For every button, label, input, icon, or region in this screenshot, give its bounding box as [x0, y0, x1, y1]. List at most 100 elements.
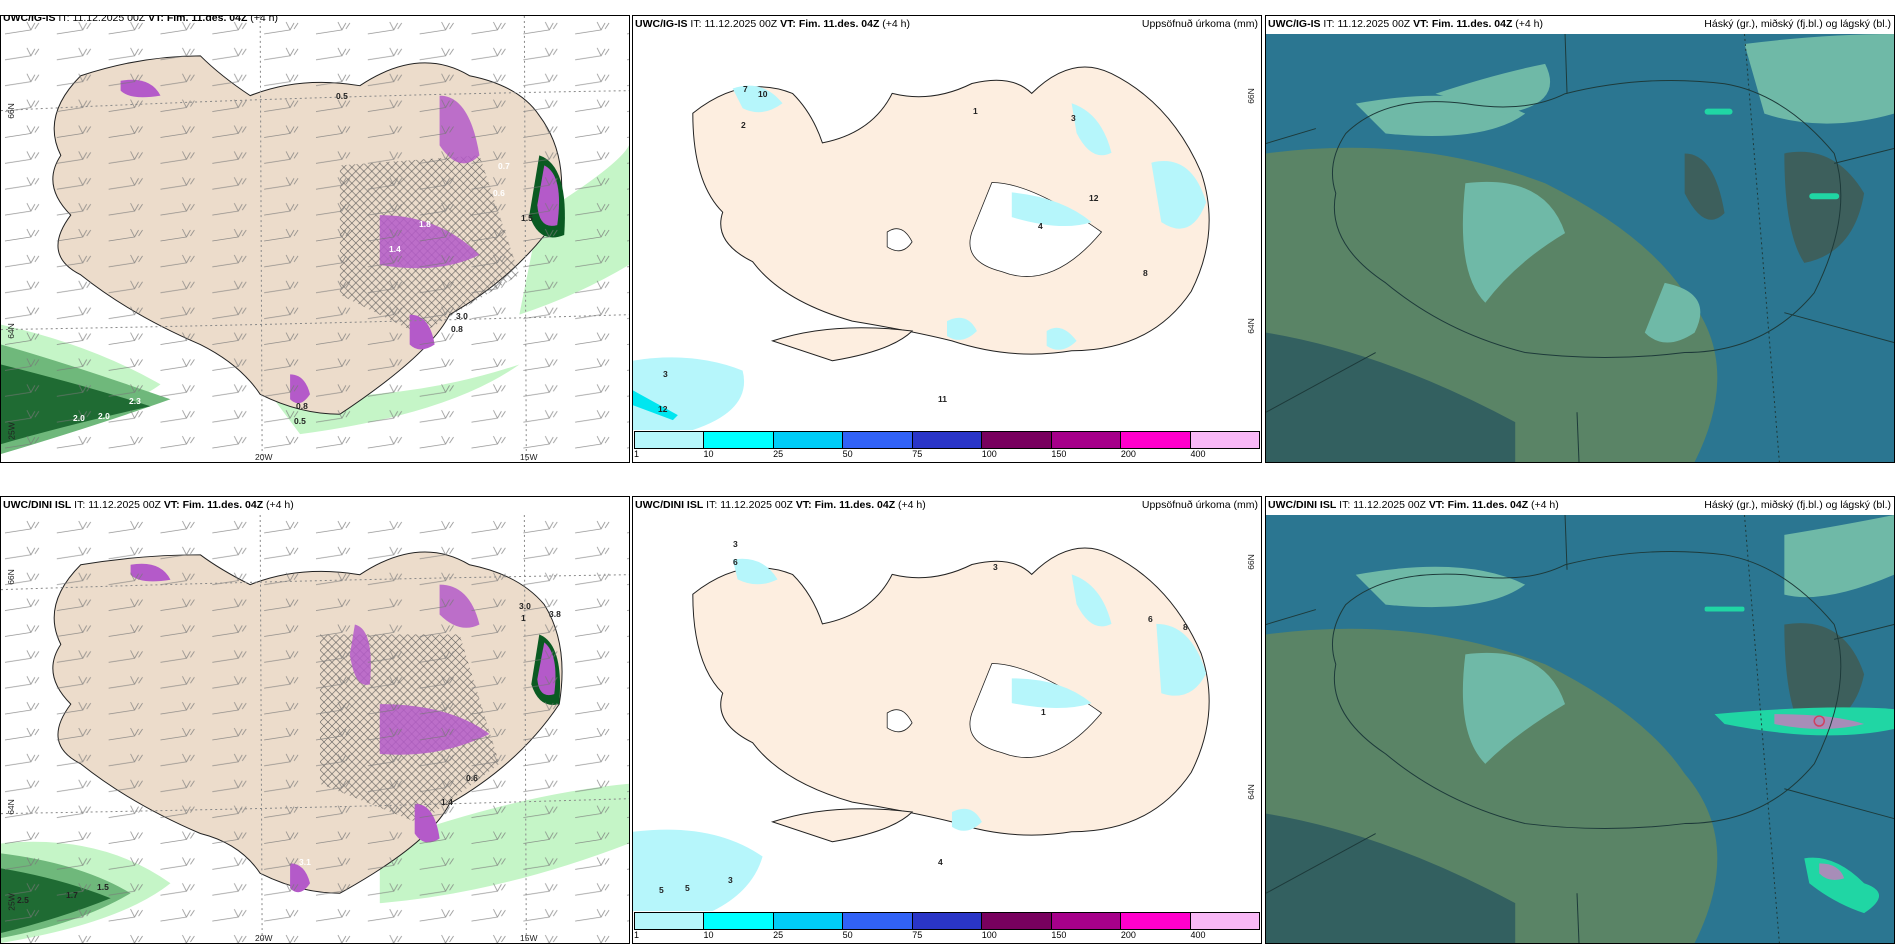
map-canvas[interactable] — [1, 515, 629, 943]
it-value: 11.12.2025 00Z — [704, 18, 778, 30]
it-label: IT: — [74, 499, 86, 511]
legend-tick-label: 25 — [773, 449, 784, 459]
precip-legend: 1 10 25 50 75 100 150 200 400 — [634, 912, 1260, 942]
lat-label-64n: 64N — [5, 323, 16, 339]
vt-label: VT: — [1428, 499, 1445, 511]
vt-value: Fim. 11.des. 04Z — [1447, 499, 1529, 511]
model-name: UWC/DINI ISL — [1268, 499, 1337, 511]
legend-labels: 1 10 25 50 75 100 150 200 400 — [634, 930, 1260, 942]
precip-value: 7 — [743, 84, 748, 94]
map-canvas[interactable] — [633, 34, 1261, 430]
legend-colorbar — [634, 912, 1260, 930]
model-name: UWC/IG-IS — [1268, 18, 1321, 30]
lat-label-25w: 25W — [6, 893, 17, 911]
contour-value: 0.7 — [498, 161, 510, 171]
vt-label: VT: — [163, 499, 180, 511]
model-name: UWC/IG-IS — [635, 18, 688, 30]
lead-time: (+4 h) — [250, 15, 279, 24]
it-label: IT: — [706, 499, 718, 511]
cloud-map — [1266, 515, 1894, 943]
it-value: 11.12.2025 00Z — [1353, 499, 1426, 511]
legend-tick-label: 150 — [1051, 930, 1067, 940]
lead-time: (+4 h) — [266, 499, 294, 511]
it-value: 11.12.2025 00Z — [1337, 18, 1411, 30]
legend-tick-label: 10 — [703, 449, 714, 459]
panel-title: UWC/DINI ISL IT: 11.12.2025 00Z VT: Fim.… — [635, 499, 926, 511]
legend-tick-label: 75 — [912, 449, 923, 459]
map-canvas[interactable] — [633, 515, 1261, 911]
vt-label: VT: — [1413, 18, 1429, 30]
legend-swatch — [704, 913, 774, 929]
precip-value: 2 — [741, 120, 746, 130]
contour-value: 0.6 — [493, 188, 505, 198]
vt-label: VT: — [780, 18, 796, 30]
model-name: UWC/IG-IS — [3, 15, 56, 24]
contour-value: 2.0 — [73, 413, 85, 423]
lat-label-64n: 64N — [1246, 318, 1257, 334]
precip-value: 12 — [1089, 193, 1099, 203]
contour-value: 3.0 — [456, 311, 468, 321]
precip-value: 8 — [1143, 268, 1148, 278]
lon-label-15w: 15W — [520, 933, 538, 943]
legend-swatch — [982, 432, 1052, 448]
panel-title: UWC/DINI ISL IT: 11.12.2025 00Z VT: Fim.… — [3, 499, 294, 511]
map-canvas[interactable] — [1, 16, 629, 462]
legend-tick-label: 50 — [842, 930, 853, 940]
legend-swatch — [773, 913, 844, 929]
iceland-coastline — [1331, 79, 1842, 358]
precip-value: 3 — [733, 539, 738, 549]
lead-time: (+4 h) — [898, 499, 926, 511]
it-value: 11.12.2025 00Z — [72, 15, 146, 24]
precip-value: 3 — [728, 875, 733, 885]
lat-label-66n: 66N — [1246, 554, 1257, 570]
it-value: 11.12.2025 00Z — [720, 499, 793, 511]
precip-value: 1 — [1041, 707, 1046, 717]
panel-title: UWC/IG-IS IT: 11.12.2025 00Z VT: Fim. 11… — [1268, 18, 1543, 30]
legend-tick-label: 150 — [1051, 449, 1067, 459]
lon-label-20w: 20W — [255, 933, 273, 943]
legend-swatch — [843, 432, 913, 448]
legend-tick-label: 50 — [842, 449, 853, 459]
map-canvas[interactable] — [1266, 515, 1894, 943]
panel-dini-accum-precip: UWC/DINI ISL IT: 11.12.2025 00Z VT: Fim.… — [632, 496, 1262, 944]
wind-precip-map — [1, 16, 629, 462]
map-canvas[interactable] — [1266, 34, 1894, 462]
contour-value: 1.4 — [389, 244, 401, 254]
lead-time: (+4 h) — [1515, 18, 1544, 30]
panel-title: UWC/IG-IS IT: 11.12.2025 00Z VT: Fim. 11… — [635, 18, 910, 30]
legend-swatch — [843, 913, 913, 929]
contour-value: 0.6 — [466, 773, 478, 783]
panel-dini-wind-precip: UWC/DINI ISL IT: 11.12.2025 00Z VT: Fim.… — [0, 496, 630, 944]
vt-value: Fim. 11.des. 04Z — [166, 15, 248, 24]
precip-value: 11 — [938, 394, 947, 404]
legend-swatch — [773, 432, 844, 448]
contour-value: 1.8 — [419, 219, 431, 229]
legend-tick-label: 400 — [1190, 930, 1206, 940]
precip-value: 10 — [758, 89, 768, 99]
panel-dini-cloud: UWC/DINI ISL IT: 11.12.2025 00Z VT: Fim.… — [1265, 496, 1895, 944]
lead-time: (+4 h) — [882, 18, 911, 30]
panel-ig-cloud: UWC/IG-IS IT: 11.12.2025 00Z VT: Fim. 11… — [1265, 15, 1895, 463]
contour-value: 1.7 — [66, 890, 78, 900]
legend-swatch — [1121, 432, 1191, 448]
cloud-map — [1266, 34, 1894, 462]
legend-swatch — [912, 432, 983, 448]
precip-value: 6 — [733, 557, 738, 567]
precip-value: 5 — [685, 883, 690, 893]
contour-value: 1 — [521, 613, 526, 623]
legend-colorbar — [634, 431, 1260, 449]
it-label: IT: — [690, 18, 702, 30]
legend-swatch — [1190, 913, 1259, 929]
legend-swatch — [635, 913, 705, 929]
precip-value: 3 — [663, 369, 668, 379]
legend-swatch — [635, 432, 705, 448]
contour-value: 1.5 — [97, 882, 109, 892]
contour-value: 2.5 — [17, 895, 29, 905]
contour-value: 3.1 — [299, 857, 311, 867]
lat-label-66n: 66N — [5, 103, 16, 119]
precip-value: 12 — [658, 404, 668, 414]
legend-tick-label: 1 — [634, 930, 640, 940]
legend-tick-label: 1 — [634, 449, 640, 459]
lat-label-66n: 66N — [5, 569, 16, 585]
variable-title: Háský (gr.), miðský (fj.bl.) og lágský (… — [1704, 18, 1891, 30]
